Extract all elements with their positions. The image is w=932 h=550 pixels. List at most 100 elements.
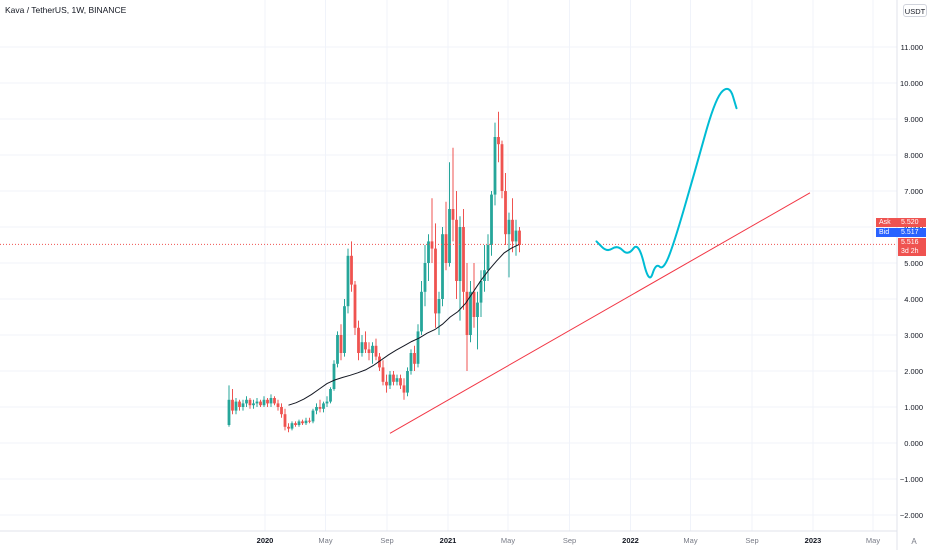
candle-body	[227, 399, 231, 425]
y-tick-label: 7.000	[904, 187, 923, 196]
candle-body	[353, 284, 357, 328]
candle-body	[322, 403, 325, 409]
candle-body	[413, 353, 416, 364]
candle-body	[420, 291, 423, 332]
candle-body	[507, 219, 511, 235]
candle-body	[493, 137, 497, 195]
candle-body	[409, 353, 413, 371]
countdown-tag: 3d 2h	[898, 247, 926, 256]
candle-body	[402, 385, 406, 393]
candle-body	[283, 414, 287, 427]
candle-body	[451, 209, 455, 220]
candle-body	[469, 291, 472, 335]
candle-body	[266, 399, 269, 404]
candle-body	[514, 230, 518, 242]
candle-body	[406, 371, 409, 393]
price-axis[interactable]: 11.000 10.000 9.000 8.000 7.000 6.000 5.000 4.0…	[900, 43, 923, 520]
y-tick-label: 9.000	[904, 115, 923, 124]
y-tick-label: 3.000	[904, 331, 923, 340]
candle-body	[325, 401, 329, 404]
candle-body	[434, 248, 437, 314]
candle-body	[490, 194, 493, 245]
ask-label-tag: Ask	[876, 218, 898, 227]
y-tick-label: 5.000	[904, 259, 923, 268]
candle-body	[238, 401, 241, 407]
y-tick-label: 1.000	[904, 403, 923, 412]
chart-grid	[0, 0, 897, 531]
x-tick-label: Sep	[563, 536, 576, 545]
candle-body	[472, 291, 476, 317]
candle-body	[315, 407, 318, 411]
candle-body	[259, 401, 262, 406]
bid-label-tag: Bid	[876, 228, 898, 237]
candle-body	[476, 302, 479, 317]
candle-body	[360, 342, 364, 353]
x-tick-label: 2020	[257, 536, 274, 545]
candle-body	[301, 421, 304, 424]
x-tick-label: May	[318, 536, 332, 545]
candle-body	[395, 378, 399, 382]
candle-body	[500, 144, 504, 191]
candle-body	[448, 209, 451, 263]
candle-body	[262, 399, 266, 406]
candle-body	[311, 410, 315, 422]
candle-body	[318, 407, 322, 409]
y-tick-label: −2.000	[900, 511, 923, 520]
candle-body	[455, 219, 458, 281]
candle-body	[479, 281, 483, 303]
candle-body	[329, 389, 332, 402]
candle-body	[343, 306, 346, 353]
last-price-tag: 5.516	[898, 238, 926, 247]
candles-layer	[227, 111, 521, 433]
time-axis[interactable]: 2020 May Sep 2021 May Sep 2022 May Sep 2023 May	[257, 536, 881, 545]
y-tick-label: 11.000	[901, 43, 923, 52]
y-tick-label: 8.000	[904, 151, 923, 160]
candle-body	[458, 227, 462, 281]
candle-body	[465, 291, 469, 335]
candle-body	[339, 335, 343, 353]
y-tick-label: 4.000	[904, 295, 923, 304]
candle-body	[287, 426, 290, 429]
y-tick-label: 2.000	[904, 367, 923, 376]
candle-body	[255, 401, 259, 404]
candle-body	[441, 234, 444, 299]
trendline-layer	[389, 192, 811, 434]
x-tick-label: 2023	[805, 536, 822, 545]
auto-scale-button[interactable]: A	[911, 537, 917, 546]
candle-body	[416, 331, 420, 364]
candle-body	[378, 356, 381, 368]
x-tick-label: May	[501, 536, 515, 545]
candle-body	[430, 241, 434, 249]
candle-body	[273, 398, 276, 404]
candle-body	[234, 401, 238, 411]
candle-body	[269, 398, 273, 404]
candle-body	[308, 420, 311, 422]
projection-drawing	[595, 87, 738, 279]
candle-body	[374, 345, 378, 357]
candle-body	[511, 219, 514, 242]
support-trendline	[389, 192, 811, 434]
candle-body	[241, 403, 245, 407]
candle-body	[518, 230, 521, 245]
moving-average-layer	[288, 243, 520, 406]
candle-body	[504, 191, 507, 235]
candle-body	[497, 137, 500, 145]
candle-body	[388, 374, 392, 386]
x-tick-label: May	[683, 536, 697, 545]
candle-body	[486, 245, 490, 271]
currency-unit-button[interactable]: USDT	[903, 4, 927, 17]
projection-drawing-layer	[595, 87, 738, 279]
ask-price-tag: 5.520	[898, 218, 926, 227]
candle-body	[294, 423, 297, 425]
candle-body	[231, 399, 234, 411]
candle-body	[371, 345, 374, 353]
candle-body	[399, 378, 402, 386]
candle-body	[385, 381, 388, 386]
candle-body	[248, 399, 252, 406]
candle-body	[462, 227, 465, 292]
candle-body	[364, 342, 367, 350]
candle-body	[297, 421, 301, 425]
candle-body	[336, 335, 339, 364]
